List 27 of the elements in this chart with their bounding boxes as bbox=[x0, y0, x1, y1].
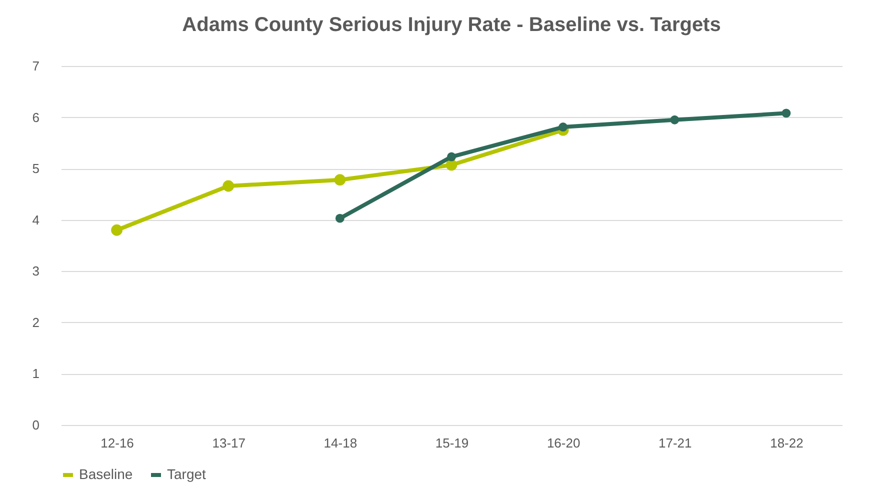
point bbox=[558, 122, 568, 132]
point bbox=[335, 214, 344, 223]
x-tick-label: 15-19 bbox=[435, 436, 469, 450]
x-tick-label: 14-18 bbox=[324, 436, 358, 450]
y-tick-label: 4 bbox=[32, 212, 40, 228]
x-tick-label: 13-17 bbox=[212, 436, 246, 450]
legend-label: Target bbox=[167, 466, 206, 482]
y-tick-label: 5 bbox=[32, 161, 40, 176]
point bbox=[334, 174, 346, 186]
legend-label: Baseline bbox=[79, 466, 133, 482]
point bbox=[782, 108, 791, 118]
point bbox=[446, 159, 458, 171]
chart-title: Adams County Serious Injury Rate - Baseline vs. Targets bbox=[182, 14, 721, 36]
y-tick-label: 3 bbox=[32, 264, 40, 279]
y-tick-label: 0 bbox=[32, 418, 40, 432]
y-tick-label: 2 bbox=[32, 314, 40, 330]
y-tick-label: 7 bbox=[32, 58, 40, 74]
point bbox=[222, 180, 234, 192]
point bbox=[447, 152, 456, 162]
y-tick-label: 1 bbox=[32, 366, 40, 382]
y-tick-label: 6 bbox=[32, 110, 40, 125]
x-tick-label: 18-22 bbox=[770, 436, 804, 450]
point bbox=[111, 224, 122, 236]
point bbox=[670, 115, 680, 124]
x-tick-label: 17-21 bbox=[658, 436, 692, 450]
x-tick-label: 16-20 bbox=[546, 436, 580, 450]
x-tick-label: 12-16 bbox=[100, 436, 134, 450]
